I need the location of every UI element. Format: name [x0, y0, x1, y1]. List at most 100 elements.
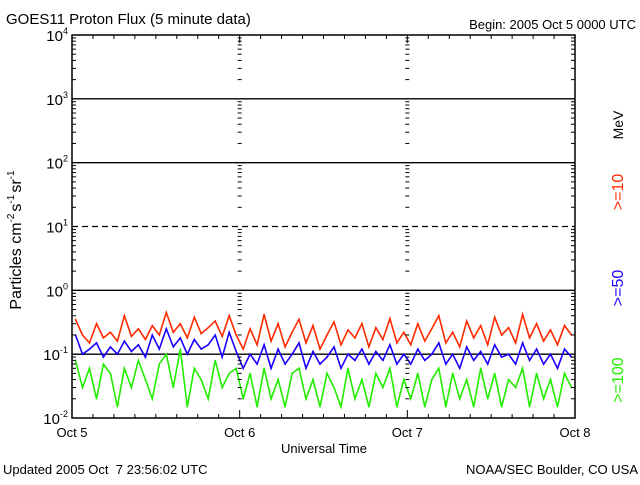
data-point: [340, 367, 342, 370]
gridlines: [72, 98, 575, 355]
data-point: [151, 398, 154, 400]
data-point: [130, 335, 133, 338]
data-point: [424, 406, 426, 408]
data-point: [472, 359, 475, 362]
data-point: [507, 353, 510, 356]
data-point: [277, 378, 279, 381]
data-point: [340, 344, 342, 346]
data-point: [361, 378, 363, 381]
data-point: [382, 386, 384, 389]
data-point: [214, 359, 216, 362]
data-point: [563, 324, 566, 327]
plot-frame: [71, 34, 576, 419]
data-point: [249, 372, 251, 375]
data-point: [158, 363, 161, 365]
data-point: [403, 378, 405, 381]
data-point: [535, 322, 538, 325]
data-point: [263, 313, 265, 316]
data-point: [472, 337, 475, 339]
data-point: [165, 328, 168, 330]
data-point: [500, 334, 503, 336]
data-point: [451, 353, 454, 356]
data-point: [165, 311, 168, 314]
data-point: [361, 348, 363, 350]
data-point: [542, 340, 545, 342]
data-point: [291, 372, 293, 375]
data-point: [535, 348, 538, 350]
data-point: [81, 386, 84, 389]
data-point: [277, 322, 279, 325]
data-point: [403, 353, 405, 356]
y-tick-label: 101: [46, 218, 68, 237]
data-point: [549, 353, 552, 356]
data-point: [235, 334, 237, 336]
data-point: [242, 367, 244, 370]
data-point: [88, 367, 91, 370]
data-point: [144, 338, 147, 341]
data-point: [207, 326, 209, 329]
data-point: [95, 322, 98, 325]
data-point: [326, 334, 328, 336]
data-point: [431, 353, 433, 356]
data-point: [479, 350, 482, 353]
data-point: [256, 363, 258, 365]
data-point: [528, 359, 531, 362]
updated-timestamp: Updated 2005 Oct 7 23:56:02 UTC: [3, 462, 208, 477]
data-point: [319, 348, 321, 350]
data-point: [242, 348, 244, 350]
data-point: [214, 334, 216, 336]
data-point: [375, 372, 377, 375]
data-point: [242, 398, 244, 400]
data-point: [375, 326, 377, 329]
data-point: [165, 353, 168, 356]
data-point: [319, 363, 321, 365]
x-axis-label: Universal Time: [281, 441, 367, 456]
data-point: [291, 331, 293, 334]
data-point: [256, 406, 258, 408]
data-point: [109, 331, 112, 334]
data-point: [347, 367, 349, 370]
x-tick-labels: Oct 5 Oct 6 Oct 7 Oct 8: [56, 425, 590, 440]
data-point: [472, 406, 475, 408]
data-point: [263, 344, 265, 346]
data-point: [431, 378, 433, 381]
data-point: [479, 367, 482, 370]
data-point: [333, 386, 335, 389]
data-point: [235, 350, 237, 353]
series-line-2: [74, 348, 573, 410]
data-point: [549, 329, 552, 331]
data-point: [347, 353, 349, 356]
begin-label: Begin: 2005 Oct 5 0000 UTC: [469, 17, 636, 32]
data-point: [410, 363, 412, 365]
data-point: [137, 344, 140, 346]
data-point: [116, 353, 119, 356]
data-point: [116, 406, 119, 408]
data-point: [235, 367, 237, 370]
data-point: [298, 367, 300, 370]
data-point: [137, 359, 140, 362]
data-point: [284, 363, 286, 365]
x-tick-label: Oct 6: [224, 425, 255, 440]
data-point: [207, 398, 209, 400]
y-tick-labels: 104 103 102 101 100 10-1 10-2: [43, 26, 68, 428]
data-point: [200, 378, 202, 381]
data-point: [340, 406, 342, 408]
y-tick-label: 103: [46, 90, 68, 109]
data-point: [368, 363, 370, 365]
data-point: [116, 340, 119, 342]
data-point: [270, 367, 272, 370]
data-point: [312, 350, 314, 353]
data-point: [445, 406, 447, 408]
data-point: [214, 320, 216, 322]
data-point: [228, 331, 230, 334]
data-point: [361, 322, 363, 325]
data-point: [102, 356, 105, 358]
data-point: [305, 398, 307, 400]
y-tick-label: 100: [46, 281, 68, 300]
data-point: [521, 342, 524, 344]
data-point: [333, 321, 335, 323]
y-axis-label: Particles cm-2s-1sr-1: [6, 170, 25, 310]
data-point: [207, 344, 209, 346]
data-point: [445, 363, 447, 365]
data-point: [102, 337, 105, 339]
